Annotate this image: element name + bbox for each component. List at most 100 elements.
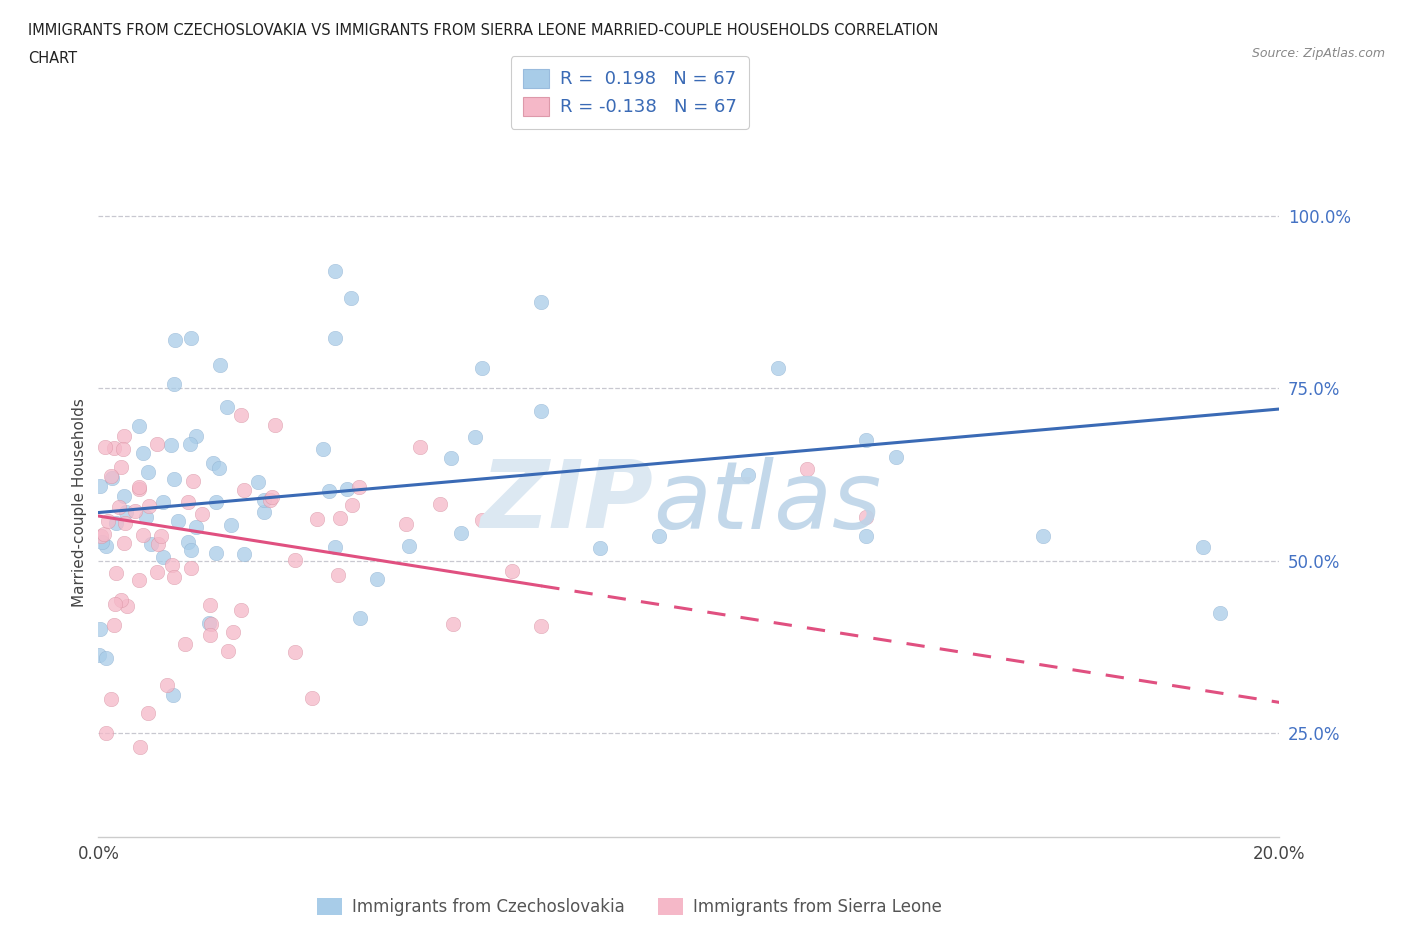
Point	[115, 599, 138, 614]
Point	[179, 436, 201, 451]
Point	[128, 419, 150, 434]
Point	[165, 333, 187, 348]
Point	[89, 622, 111, 637]
Point	[253, 505, 276, 520]
Point	[441, 617, 464, 631]
Point	[152, 550, 174, 565]
Point	[530, 618, 553, 633]
Point	[340, 291, 363, 306]
Text: IMMIGRANTS FROM CZECHOSLOVAKIA VS IMMIGRANTS FROM SIERRA LEONE MARRIED-COUPLE HO: IMMIGRANTS FROM CZECHOSLOVAKIA VS IMMIGR…	[28, 23, 938, 38]
Point	[440, 450, 463, 465]
Point	[100, 469, 122, 484]
Point	[91, 535, 114, 550]
Point	[108, 499, 131, 514]
Point	[156, 678, 179, 693]
Point	[162, 557, 184, 572]
Point	[305, 512, 328, 526]
Text: ZIP: ZIP	[481, 457, 654, 548]
Point	[180, 561, 202, 576]
Point	[146, 537, 169, 551]
Point	[323, 539, 346, 554]
Point	[180, 331, 202, 346]
Point	[855, 432, 877, 447]
Point	[145, 565, 167, 579]
Point	[208, 460, 231, 475]
Point	[328, 567, 350, 582]
Point	[100, 692, 122, 707]
Point	[180, 542, 202, 557]
Point	[1191, 539, 1213, 554]
Point	[323, 330, 346, 345]
Point	[96, 538, 118, 553]
Point	[177, 534, 200, 549]
Point	[233, 482, 256, 497]
Point	[329, 511, 352, 525]
Point	[198, 628, 221, 643]
Point	[336, 482, 359, 497]
Point	[247, 474, 270, 489]
Point	[884, 450, 907, 465]
Point	[796, 462, 818, 477]
Point	[132, 528, 155, 543]
Point	[184, 519, 207, 534]
Point	[264, 418, 287, 432]
Point	[103, 441, 125, 456]
Point	[124, 503, 146, 518]
Point	[160, 437, 183, 452]
Point	[141, 537, 163, 551]
Point	[112, 488, 135, 503]
Point	[149, 528, 172, 543]
Point	[177, 495, 200, 510]
Point	[183, 473, 205, 488]
Point	[93, 527, 115, 542]
Point	[186, 428, 208, 443]
Point	[115, 505, 138, 520]
Point	[138, 498, 160, 513]
Text: Source: ZipAtlas.com: Source: ZipAtlas.com	[1251, 46, 1385, 60]
Point	[219, 518, 242, 533]
Point	[450, 525, 472, 540]
Point	[110, 592, 132, 607]
Point	[471, 360, 494, 375]
Point	[349, 610, 371, 625]
Point	[90, 528, 112, 543]
Point	[347, 480, 370, 495]
Point	[284, 552, 307, 567]
Point	[464, 430, 486, 445]
Point	[260, 489, 283, 504]
Point	[855, 510, 877, 525]
Point	[231, 603, 253, 618]
Point	[128, 573, 150, 588]
Point	[323, 263, 346, 278]
Point	[96, 513, 118, 528]
Point	[152, 495, 174, 510]
Point	[100, 471, 122, 485]
Point	[312, 442, 335, 457]
Point	[162, 688, 184, 703]
Point	[94, 439, 117, 454]
Point	[110, 459, 132, 474]
Point	[855, 528, 877, 543]
Point	[191, 507, 214, 522]
Point	[737, 468, 759, 483]
Point	[259, 492, 281, 507]
Point	[200, 617, 222, 631]
Point	[162, 472, 184, 486]
Point	[398, 538, 420, 553]
Point	[135, 510, 157, 525]
Point	[128, 481, 150, 496]
Point	[136, 705, 159, 720]
Point	[395, 517, 418, 532]
Point	[366, 572, 388, 587]
Point	[1032, 529, 1054, 544]
Point	[112, 536, 135, 551]
Point	[1209, 605, 1232, 620]
Point	[198, 616, 221, 631]
Point	[111, 442, 134, 457]
Point	[146, 436, 169, 451]
Point	[766, 360, 789, 375]
Point	[104, 516, 127, 531]
Point	[318, 484, 340, 498]
Point	[208, 357, 231, 372]
Point	[104, 565, 127, 580]
